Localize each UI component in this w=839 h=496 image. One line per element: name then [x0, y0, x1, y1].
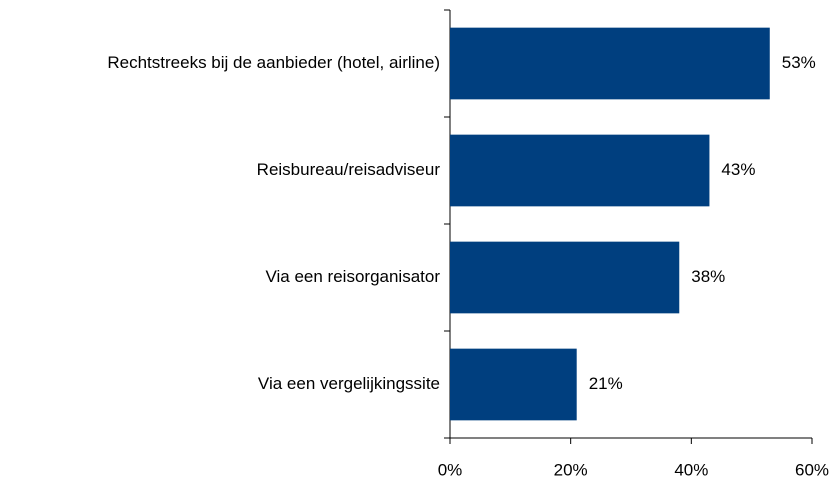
bar [450, 134, 710, 207]
x-tick-label: 20% [554, 460, 588, 479]
value-label: 43% [721, 160, 755, 179]
value-label: 53% [782, 53, 816, 72]
x-tick-label: 40% [674, 460, 708, 479]
y-tick-label: Rechtstreeks bij de aanbieder (hotel, ai… [107, 53, 440, 72]
x-tick-label: 0% [438, 460, 463, 479]
y-tick-label: Via een vergelijkingssite [258, 374, 440, 393]
value-label: 38% [691, 267, 725, 286]
y-tick-label: Via een reisorganisator [265, 267, 440, 286]
bar [450, 348, 577, 421]
bar [450, 241, 680, 314]
y-tick-label: Reisbureau/reisadviseur [257, 160, 441, 179]
value-label: 21% [589, 374, 623, 393]
bar [450, 27, 770, 100]
x-tick-label: 60% [795, 460, 829, 479]
